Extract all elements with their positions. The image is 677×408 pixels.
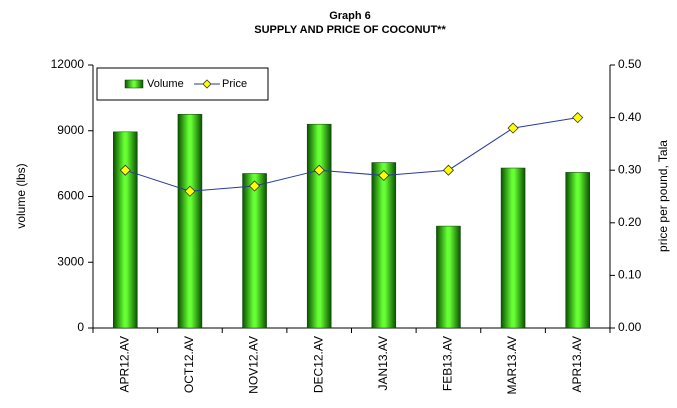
y2-axis-label: price per pound, Tala bbox=[656, 140, 670, 252]
y-tick-label: 3000 bbox=[57, 254, 84, 268]
y2-tick-label: 0.00 bbox=[618, 320, 642, 334]
price-marker bbox=[378, 169, 390, 182]
bar bbox=[371, 162, 397, 329]
legend-swatch bbox=[124, 79, 144, 89]
price-line bbox=[125, 117, 578, 192]
price-marker bbox=[572, 112, 584, 124]
y2-tick-label: 0.30 bbox=[618, 162, 642, 176]
x-tick-label: DEC12.AV bbox=[311, 336, 325, 393]
legend-label: Volume bbox=[147, 78, 184, 90]
y2-tick-label: 0.10 bbox=[618, 268, 642, 282]
price-marker bbox=[248, 180, 261, 192]
price-marker bbox=[313, 164, 325, 176]
y-axis-label: volume (lbs) bbox=[14, 163, 28, 228]
legend-label: Price bbox=[222, 78, 247, 90]
price-marker bbox=[442, 164, 455, 176]
price-marker bbox=[119, 164, 131, 176]
x-tick-label: APR12.AV bbox=[117, 336, 131, 392]
price-marker bbox=[184, 185, 196, 197]
chart-subtitle: SUPPLY AND PRICE OF COCONUT** bbox=[254, 24, 446, 36]
bar bbox=[113, 131, 138, 329]
x-tick-label: OCT12.AV bbox=[182, 336, 196, 393]
y2-tick-label: 0.20 bbox=[618, 215, 642, 229]
x-tick-label: FEB13.AV bbox=[441, 336, 455, 391]
x-tick-label: MAR13.AV bbox=[505, 336, 519, 394]
bar bbox=[306, 123, 332, 329]
bar bbox=[177, 114, 203, 329]
y-tick-label: 6000 bbox=[57, 189, 84, 203]
x-tick-label: NOV12.AV bbox=[247, 336, 261, 394]
x-tick-label: JAN13.AV bbox=[376, 336, 390, 390]
y-tick-label: 12000 bbox=[51, 57, 85, 71]
bar bbox=[242, 173, 267, 329]
legend-marker bbox=[202, 79, 212, 89]
bar bbox=[565, 172, 590, 329]
chart-title: Graph 6 bbox=[329, 10, 371, 22]
y-tick-label: 0 bbox=[77, 320, 84, 334]
price-marker bbox=[507, 122, 519, 134]
bar bbox=[500, 167, 526, 329]
x-tick-label: APR13.AV bbox=[570, 336, 584, 392]
y2-tick-label: 0.40 bbox=[618, 110, 642, 124]
y2-tick-label: 0.50 bbox=[618, 57, 642, 71]
y-tick-label: 9000 bbox=[57, 123, 84, 137]
bar bbox=[436, 225, 461, 329]
